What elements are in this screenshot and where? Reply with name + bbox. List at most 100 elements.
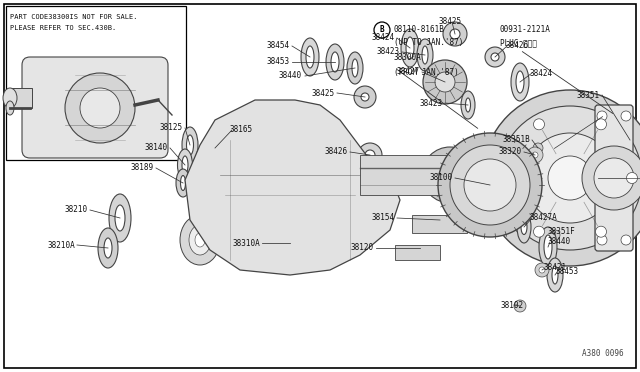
Circle shape [502, 173, 513, 183]
Text: 38440: 38440 [548, 237, 571, 247]
Bar [412, 215, 467, 233]
Bar [360, 155, 450, 195]
Circle shape [482, 90, 640, 266]
Text: 00931-2121A: 00931-2121A [500, 26, 551, 35]
Circle shape [535, 263, 549, 277]
Ellipse shape [182, 156, 188, 174]
Ellipse shape [186, 135, 193, 155]
Circle shape [450, 145, 530, 225]
Circle shape [443, 22, 467, 46]
Text: 38427A: 38427A [530, 214, 557, 222]
Text: 38210A: 38210A [47, 241, 75, 250]
Ellipse shape [115, 205, 125, 231]
Circle shape [438, 133, 542, 237]
Bar [10, 88, 32, 108]
Ellipse shape [422, 46, 428, 64]
Circle shape [358, 143, 382, 167]
Ellipse shape [547, 258, 563, 292]
Text: 38424: 38424 [372, 33, 395, 42]
Text: 38453: 38453 [267, 58, 290, 67]
Ellipse shape [417, 39, 433, 71]
Ellipse shape [104, 238, 112, 258]
Ellipse shape [347, 52, 363, 84]
Text: 38125: 38125 [160, 124, 183, 132]
Bar [6, 6, 186, 160]
Text: PLUG プラグ: PLUG プラグ [500, 38, 537, 48]
Circle shape [595, 119, 607, 130]
Text: 38425: 38425 [312, 89, 335, 97]
Ellipse shape [521, 219, 527, 234]
Circle shape [539, 267, 545, 273]
Text: 38423: 38423 [420, 99, 443, 108]
Circle shape [491, 53, 499, 61]
Text: 38453: 38453 [555, 267, 578, 276]
Text: 38189: 38189 [131, 164, 154, 173]
Ellipse shape [511, 63, 529, 101]
Ellipse shape [552, 266, 558, 284]
Ellipse shape [461, 91, 475, 119]
Circle shape [532, 152, 538, 158]
Circle shape [550, 230, 560, 240]
Circle shape [621, 235, 631, 245]
Circle shape [361, 93, 369, 101]
Circle shape [525, 133, 615, 223]
Text: 08110-8161B: 08110-8161B [394, 26, 445, 35]
Circle shape [498, 106, 640, 250]
Ellipse shape [301, 38, 319, 76]
Polygon shape [185, 100, 400, 275]
Text: 38140: 38140 [145, 144, 168, 153]
Circle shape [597, 235, 607, 245]
Circle shape [80, 88, 120, 128]
Text: 38423: 38423 [377, 48, 400, 57]
Bar [215, 145, 230, 167]
Text: 38300A: 38300A [394, 54, 422, 62]
Text: 38351B: 38351B [502, 135, 530, 144]
Text: 38120: 38120 [351, 244, 374, 253]
Text: 38320: 38320 [499, 148, 522, 157]
Circle shape [627, 173, 637, 183]
Circle shape [354, 86, 376, 108]
Ellipse shape [401, 29, 419, 67]
Circle shape [365, 150, 375, 160]
Text: 38421: 38421 [543, 263, 566, 273]
Text: 38351: 38351 [577, 90, 600, 99]
Circle shape [464, 159, 516, 211]
Text: 38427: 38427 [397, 67, 420, 77]
Circle shape [514, 300, 526, 312]
Ellipse shape [326, 44, 344, 80]
Ellipse shape [465, 98, 470, 112]
Text: (UP TO JAN.'87): (UP TO JAN.'87) [394, 38, 463, 48]
Ellipse shape [180, 215, 220, 265]
Text: 38425: 38425 [438, 17, 461, 26]
Text: 38351F: 38351F [548, 228, 576, 237]
Text: PART CODE38300IS NOT FOR SALE.: PART CODE38300IS NOT FOR SALE. [10, 14, 138, 20]
Text: PLEASE REFER TO SEC.430B.: PLEASE REFER TO SEC.430B. [10, 25, 116, 31]
Circle shape [450, 29, 460, 39]
Ellipse shape [331, 52, 339, 72]
Ellipse shape [177, 149, 193, 181]
Ellipse shape [517, 211, 531, 243]
Ellipse shape [176, 169, 190, 197]
Text: 38100: 38100 [430, 173, 453, 183]
Text: A380 0096: A380 0096 [582, 349, 624, 358]
Ellipse shape [544, 235, 552, 259]
Ellipse shape [180, 176, 186, 190]
Circle shape [436, 161, 464, 189]
Text: 38210: 38210 [65, 205, 88, 215]
FancyBboxPatch shape [595, 105, 633, 251]
Text: B: B [380, 26, 384, 35]
Circle shape [582, 146, 640, 210]
Circle shape [374, 22, 390, 38]
Text: 38426: 38426 [325, 148, 348, 157]
Circle shape [597, 111, 607, 121]
Ellipse shape [109, 194, 131, 242]
Ellipse shape [182, 127, 198, 163]
Ellipse shape [6, 101, 14, 115]
Circle shape [595, 226, 607, 237]
Ellipse shape [516, 71, 524, 93]
Ellipse shape [306, 46, 314, 68]
Text: 38165: 38165 [230, 125, 253, 135]
Text: 38424: 38424 [530, 68, 553, 77]
Circle shape [533, 143, 543, 153]
Ellipse shape [539, 227, 557, 267]
